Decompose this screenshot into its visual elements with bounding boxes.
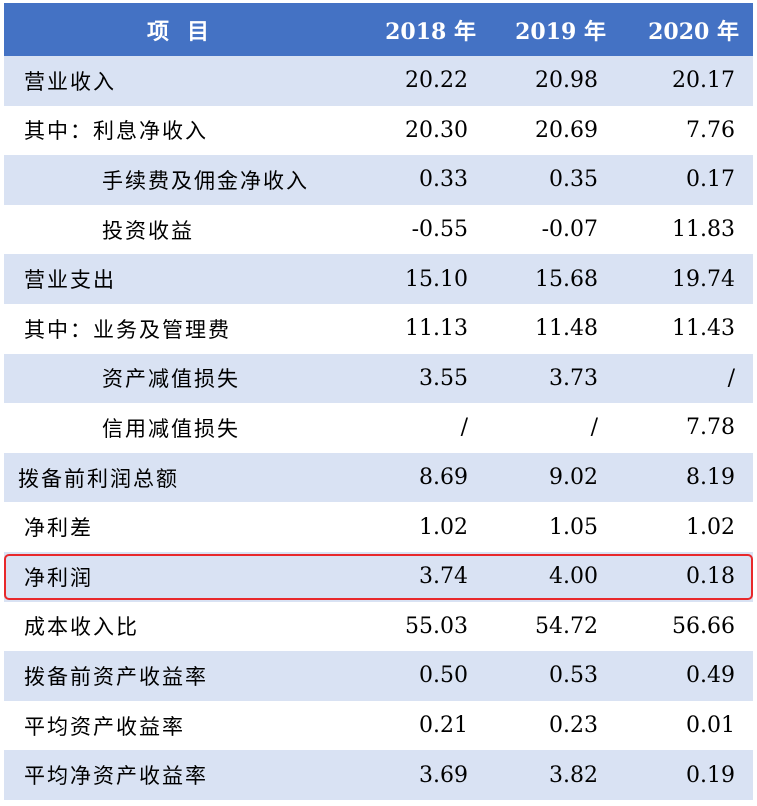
row-label: 营业支出 <box>24 268 116 293</box>
row-label: 平均净资产收益率 <box>24 764 208 789</box>
cell-2019: / <box>590 415 598 441</box>
row-label: 信用减值损失 <box>102 416 240 441</box>
cell-2018: 20.30 <box>405 117 468 143</box>
table-row-average-roe: 平均净资产收益率 3.69 3.82 0.19 <box>4 750 753 800</box>
cell-2020: 0.17 <box>686 167 735 193</box>
cell-2019: 4.00 <box>549 564 598 590</box>
table-row-net-interest-spread: 净利差 1.02 1.05 1.02 <box>4 502 753 552</box>
cell-2019: 11.48 <box>535 316 598 342</box>
cell-2020: 0.18 <box>686 564 735 590</box>
cell-2018: -0.55 <box>411 217 468 243</box>
cell-2020: 1.02 <box>686 514 735 540</box>
cell-2018: 0.21 <box>419 713 468 739</box>
row-label: 营业收入 <box>24 69 116 94</box>
table-row-investment-income: 投资收益 -0.55 -0.07 11.83 <box>4 205 753 255</box>
cell-2019: -0.07 <box>541 217 598 243</box>
table-header: 项目 2018 年 2019 年 2020 年 <box>4 3 753 56</box>
cell-2020: 7.76 <box>686 117 735 143</box>
header-year-2019: 2019 年 <box>515 18 606 45</box>
row-label: 其中：利息净收入 <box>24 119 208 144</box>
cell-2018: 3.69 <box>419 762 468 788</box>
cell-2019: 20.98 <box>535 68 598 94</box>
cell-2018: 20.22 <box>405 68 468 94</box>
table-row-average-roa: 平均资产收益率 0.21 0.23 0.01 <box>4 701 753 751</box>
row-label: 手续费及佣金净收入 <box>102 168 309 193</box>
cell-2018: / <box>460 415 468 441</box>
table-row-cost-income-ratio: 成本收入比 55.03 54.72 56.66 <box>4 602 753 652</box>
table-row-admin-expenses: 其中：业务及管理费 11.13 11.48 11.43 <box>4 304 753 354</box>
cell-2020: 19.74 <box>672 266 735 292</box>
row-label: 成本收入比 <box>24 615 139 640</box>
row-label: 资产减值损失 <box>102 367 240 392</box>
table-row-asset-impairment: 资产减值损失 3.55 3.73 / <box>4 353 753 404</box>
cell-2019: 1.05 <box>549 514 598 540</box>
cell-2020: 56.66 <box>672 613 735 639</box>
row-label: 投资收益 <box>102 218 194 243</box>
cell-2018: 0.50 <box>419 663 468 689</box>
cell-2019: 0.53 <box>549 663 598 689</box>
table-row-credit-impairment: 信用减值损失 / / 7.78 <box>4 403 753 453</box>
cell-2019: 0.35 <box>549 167 598 193</box>
table-row-pre-provision-roa: 拨备前资产收益率 0.50 0.53 0.49 <box>4 651 753 701</box>
cell-2019: 20.69 <box>535 117 598 143</box>
header-item: 项目 <box>146 18 227 45</box>
cell-2020: 0.49 <box>686 663 735 689</box>
table-row-operating-expenses: 营业支出 15.10 15.68 19.74 <box>4 254 753 304</box>
cell-2019: 3.82 <box>549 762 598 788</box>
cell-2018: 15.10 <box>405 266 468 292</box>
cell-2018: 11.13 <box>405 316 468 342</box>
table-row-fee-commission-income: 手续费及佣金净收入 0.33 0.35 0.17 <box>4 155 753 205</box>
cell-2018: 55.03 <box>405 613 468 639</box>
row-label: 拨备前利润总额 <box>18 466 179 491</box>
cell-2019: 9.02 <box>549 465 598 491</box>
row-label: 拨备前资产收益率 <box>24 664 208 689</box>
financial-table: 项目 2018 年 2019 年 2020 年 营业收入 20.22 20.98… <box>4 3 753 800</box>
cell-2020: 8.19 <box>686 465 735 491</box>
table-row-operating-income: 营业收入 20.22 20.98 20.17 <box>4 56 753 106</box>
row-label: 净利润 <box>24 565 93 590</box>
row-label: 其中：业务及管理费 <box>24 317 231 342</box>
cell-2019: 0.23 <box>549 713 598 739</box>
row-label: 净利差 <box>24 516 93 541</box>
cell-2018: 3.74 <box>419 564 468 590</box>
cell-2018: 8.69 <box>419 465 468 491</box>
cell-2020: 11.43 <box>672 316 735 342</box>
cell-2018: 3.55 <box>419 365 468 391</box>
cell-2020: / <box>727 365 735 391</box>
row-label: 平均资产收益率 <box>24 714 185 739</box>
table-row-net-interest-income: 其中：利息净收入 20.30 20.69 7.76 <box>4 106 753 156</box>
table-row-pre-provision-profit: 拨备前利润总额 8.69 9.02 8.19 <box>4 452 753 503</box>
table-row-net-profit: 净利润 3.74 4.00 0.18 <box>4 551 753 602</box>
cell-2020: 7.78 <box>686 415 735 441</box>
cell-2020: 0.19 <box>686 762 735 788</box>
header-year-2018: 2018 年 <box>385 18 476 45</box>
cell-2018: 0.33 <box>419 167 468 193</box>
header-year-2020: 2020 年 <box>648 18 739 45</box>
cell-2020: 20.17 <box>672 68 735 94</box>
cell-2019: 3.73 <box>549 365 598 391</box>
cell-2020: 0.01 <box>686 713 735 739</box>
cell-2020: 11.83 <box>672 217 735 243</box>
cell-2019: 54.72 <box>535 613 598 639</box>
cell-2018: 1.02 <box>419 514 468 540</box>
cell-2019: 15.68 <box>535 266 598 292</box>
